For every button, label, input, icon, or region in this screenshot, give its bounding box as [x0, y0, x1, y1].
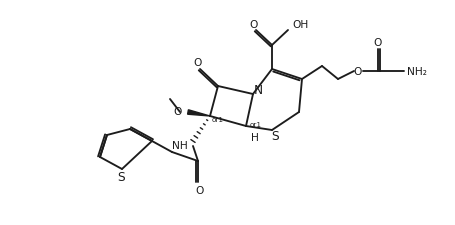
- Text: OH: OH: [291, 20, 308, 30]
- Text: S: S: [271, 130, 278, 143]
- Text: O: O: [353, 67, 361, 77]
- Text: O: O: [193, 58, 202, 68]
- Text: N: N: [253, 84, 262, 97]
- Text: or1: or1: [212, 117, 223, 122]
- Polygon shape: [187, 110, 210, 117]
- Text: O: O: [195, 185, 204, 195]
- Text: O: O: [173, 106, 182, 117]
- Text: O: O: [373, 38, 381, 48]
- Text: NH₂: NH₂: [406, 67, 426, 77]
- Text: S: S: [117, 171, 125, 184]
- Text: or1: or1: [249, 122, 262, 127]
- Text: NH: NH: [172, 140, 187, 150]
- Text: O: O: [249, 20, 258, 30]
- Text: H: H: [250, 132, 258, 142]
